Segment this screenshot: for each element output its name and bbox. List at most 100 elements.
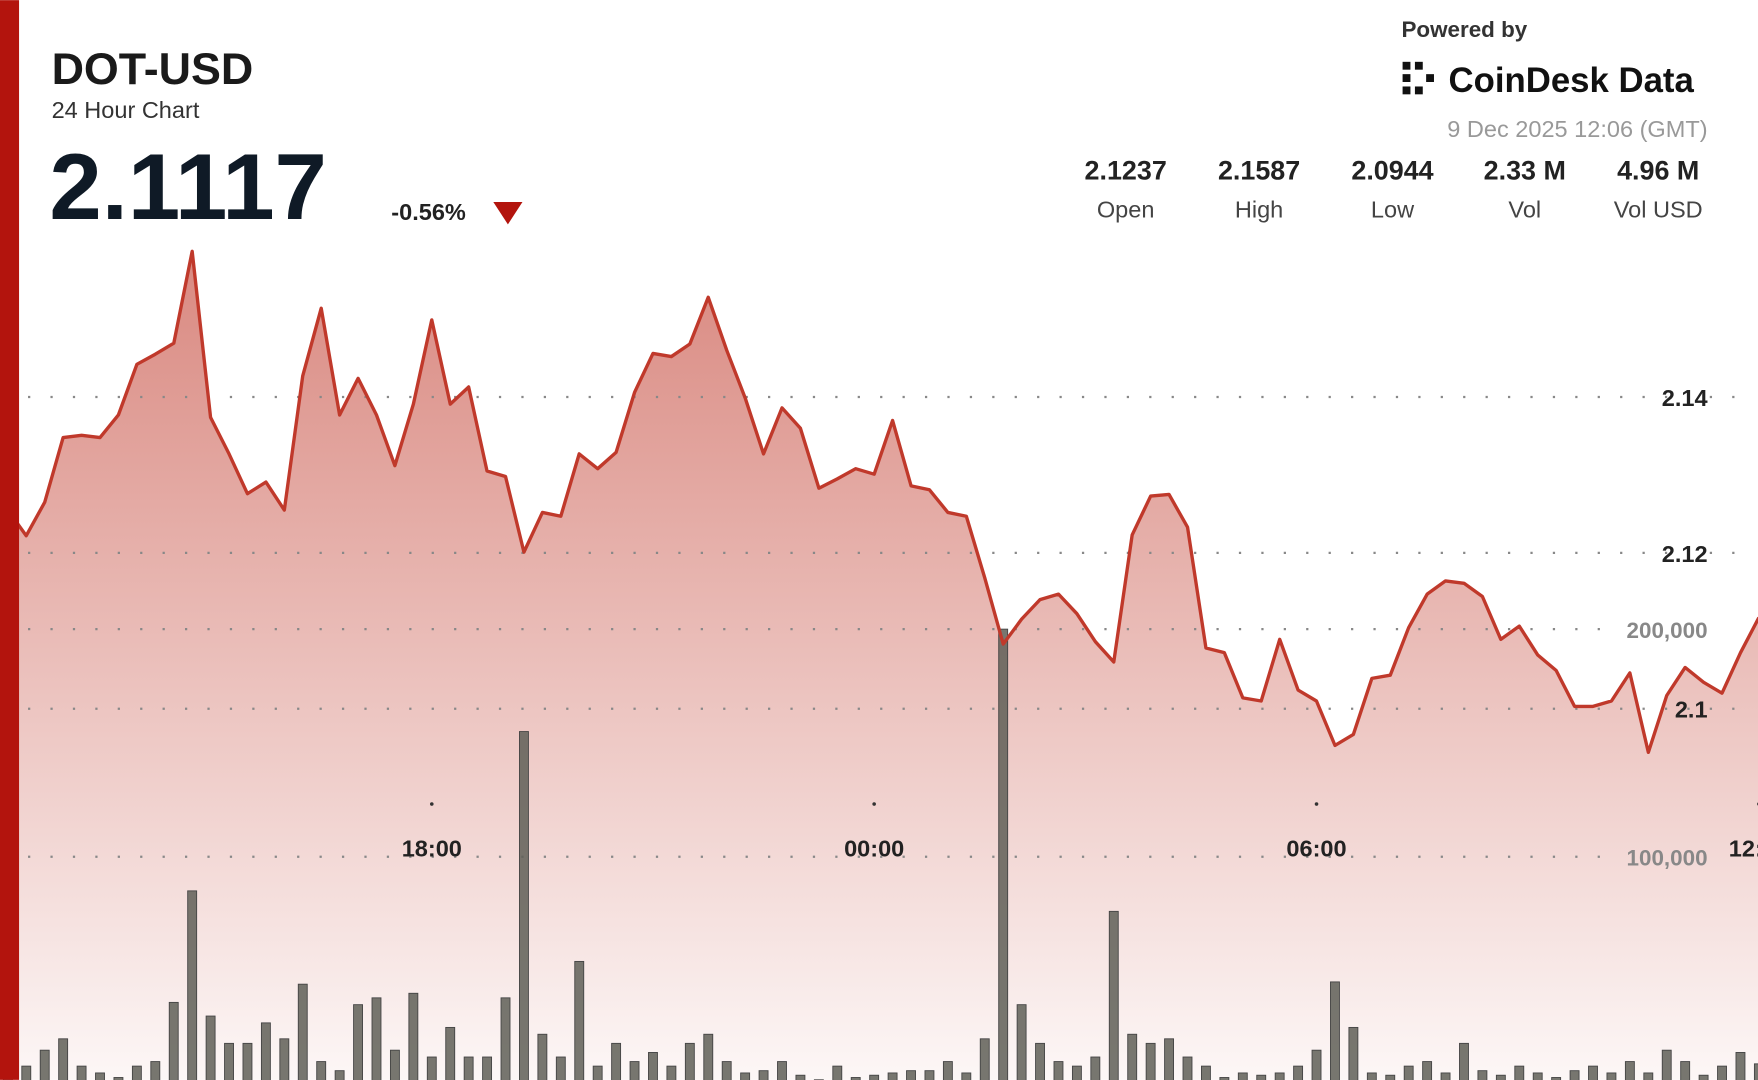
- volume-bar: [131, 1065, 142, 1080]
- volume-bar: [1330, 981, 1340, 1080]
- volume-bar: [1661, 1049, 1672, 1080]
- volume-bar: [519, 731, 529, 1080]
- volume-bar: [58, 1038, 69, 1080]
- volume-bar: [168, 1001, 179, 1080]
- volume-bar: [500, 997, 511, 1080]
- y-tick-label: 2.1: [1675, 697, 1708, 723]
- timestamp: 9 Dec 2025 12:06 (GMT): [1447, 116, 1707, 142]
- volume-bar: [242, 1042, 253, 1080]
- volume-bar: [795, 1074, 806, 1080]
- volume-bar: [1588, 1065, 1598, 1080]
- volume-bar: [942, 1061, 953, 1080]
- volume-bar: [1459, 1042, 1469, 1080]
- y2-tick-label: 200,000: [1627, 618, 1708, 643]
- x-tick-label: 06:00: [1286, 836, 1346, 862]
- volume-bar: [666, 1065, 677, 1080]
- volume-bar: [463, 1056, 474, 1080]
- stat-value: 2.33 M: [1484, 156, 1566, 186]
- volume-bar: [1735, 1052, 1746, 1080]
- volume-bar: [187, 890, 198, 1080]
- volume-bar: [1440, 1072, 1451, 1080]
- volume-bar: [1311, 1049, 1322, 1080]
- volume-bar: [1348, 1026, 1359, 1080]
- volume-bar: [316, 1061, 327, 1080]
- volume-bar: [555, 1056, 566, 1080]
- volume-bar: [906, 1070, 916, 1080]
- volume-bar: [150, 1061, 161, 1080]
- volume-bar: [850, 1077, 861, 1080]
- volume-bar: [1477, 1070, 1488, 1080]
- x-tick-label: 18:00: [402, 836, 462, 862]
- chart-title: DOT-USD: [52, 43, 254, 94]
- accent-bar: [0, 0, 20, 1080]
- volume-bar: [592, 1065, 603, 1080]
- volume-bar: [777, 1061, 787, 1080]
- volume-bar: [684, 1042, 695, 1080]
- volume-bar: [924, 1070, 935, 1080]
- volume-bar: [408, 992, 419, 1080]
- brand-name: CoinDesk Data: [1449, 62, 1695, 100]
- volume-bar: [703, 1033, 714, 1080]
- volume-bar: [1090, 1056, 1101, 1080]
- volume-bar: [1127, 1033, 1138, 1080]
- volume-bar: [1182, 1056, 1193, 1080]
- volume-bar: [445, 1026, 456, 1080]
- volume-bar: [1201, 1065, 1211, 1080]
- volume-bar: [95, 1072, 105, 1080]
- volume-bar: [482, 1056, 493, 1080]
- volume-bar: [611, 1042, 622, 1080]
- x-tick-label: 12:00: [1729, 836, 1758, 862]
- volume-bar: [1108, 910, 1119, 1080]
- volume-bar: [832, 1065, 843, 1080]
- volume-bar: [1071, 1065, 1082, 1080]
- volume-bar: [1237, 1072, 1248, 1080]
- volume-bar: [1680, 1061, 1691, 1080]
- chart-subtitle: 24 Hour Chart: [52, 97, 200, 123]
- volume-bar: [1035, 1042, 1045, 1080]
- volume-bar: [1164, 1038, 1175, 1080]
- volume-bar: [39, 1049, 50, 1080]
- volume-bar: [1753, 1063, 1758, 1080]
- volume-bar: [334, 1070, 345, 1080]
- volume-bar: [758, 1070, 769, 1080]
- volume-bar: [297, 983, 308, 1080]
- volume-bar: [389, 1049, 400, 1080]
- x-tick: [1314, 802, 1319, 806]
- stat-label: Open: [1097, 197, 1155, 223]
- volume-bar: [1422, 1061, 1433, 1080]
- volume-bar: [740, 1072, 751, 1080]
- x-tick: [872, 802, 876, 806]
- volume-bar: [1643, 1072, 1654, 1080]
- volume-bar: [1053, 1061, 1064, 1080]
- price-line: [6, 249, 1758, 755]
- volume-bar: [1256, 1074, 1267, 1080]
- y-tick-label: 2.12: [1662, 541, 1708, 567]
- last-price: 2.1117: [49, 134, 327, 239]
- volume-bar: [1366, 1072, 1377, 1080]
- stat-value: 4.96 M: [1617, 156, 1699, 186]
- volume-bar: [113, 1077, 124, 1080]
- volume-bar: [537, 1033, 548, 1080]
- stat-value: 2.1587: [1218, 156, 1300, 186]
- volume-bar: [1532, 1072, 1543, 1080]
- stat-value: 2.0944: [1351, 156, 1433, 186]
- stat-label: High: [1235, 197, 1283, 223]
- volume-bar: [1495, 1074, 1506, 1080]
- volume-bar: [205, 1015, 216, 1080]
- powered-by: Powered by: [1401, 17, 1527, 42]
- volume-bar: [721, 1061, 732, 1080]
- volume-bar: [1551, 1077, 1562, 1080]
- volume-bar: [869, 1074, 880, 1080]
- stat-label: Low: [1371, 197, 1415, 223]
- volume-bar: [279, 1038, 290, 1080]
- volume-bar: [648, 1052, 658, 1080]
- x-tick-label: 00:00: [844, 836, 904, 862]
- y2-tick-label: 100,000: [1627, 846, 1708, 871]
- volume-bar: [887, 1072, 898, 1080]
- volume-bar: [76, 1065, 87, 1080]
- brand-logo: [1402, 61, 1434, 95]
- volume-bar: [1606, 1072, 1617, 1080]
- x-tick: [429, 802, 434, 806]
- volume-bar: [1514, 1065, 1525, 1080]
